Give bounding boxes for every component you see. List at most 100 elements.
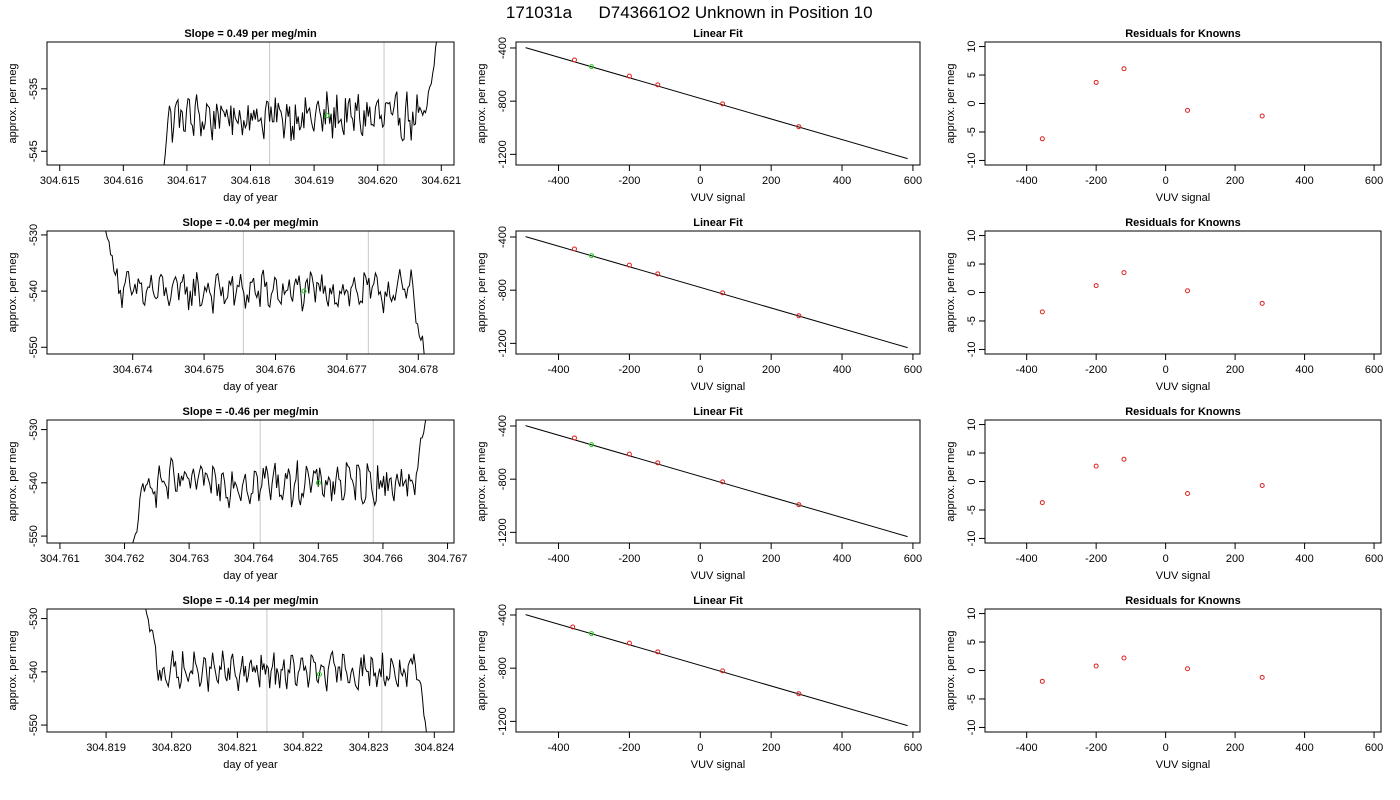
- x-tick-label: -200: [618, 175, 640, 187]
- known-point: [626, 640, 632, 646]
- x-tick-label: 304.616: [103, 175, 143, 187]
- x-axis: -400 -200 0 200 400 600: [1016, 165, 1383, 187]
- x-tick-label: -400: [1016, 364, 1038, 376]
- residual-point: [1039, 678, 1045, 684]
- fit-line: [525, 425, 908, 538]
- x-tick-label: -400: [548, 364, 570, 376]
- unknown-marker-point: [324, 113, 330, 119]
- x-axis: -400 -200 0 200 400 600: [548, 165, 922, 187]
- residual-point: [1121, 456, 1127, 462]
- x-tick-label: 200: [1226, 742, 1244, 754]
- known-point: [720, 479, 726, 485]
- x-tick-label: 600: [1365, 742, 1383, 754]
- x-tick-label: 0: [1163, 553, 1169, 565]
- y-axis: -10 -5 0 5 10: [966, 40, 985, 168]
- known-point: [570, 624, 576, 630]
- y-tick-label: -400: [497, 226, 509, 248]
- x-tick-label: 600: [904, 742, 922, 754]
- signal-series-line: [132, 420, 427, 543]
- x-tick-label: -400: [1016, 553, 1038, 565]
- x-tick-label: 304.621: [421, 175, 461, 187]
- x-tick-label: -200: [1085, 175, 1107, 187]
- known-point: [796, 313, 802, 319]
- x-tick-label: -200: [1085, 364, 1107, 376]
- y-axis-label: approx. per meg: [7, 252, 19, 332]
- known-point: [626, 73, 632, 79]
- known-point: [571, 246, 577, 252]
- plot-area: [163, 42, 438, 165]
- y-tick-label: -400: [497, 415, 509, 437]
- panel-title: Residuals for Knowns: [1125, 28, 1241, 40]
- x-tick-label: 400: [1295, 364, 1313, 376]
- x-axis-label: VUV signal: [1156, 192, 1210, 204]
- x-tick-label: 0: [1163, 742, 1169, 754]
- y-axis: -400 -800 -1200: [497, 37, 516, 168]
- y-axis: -400 -800 -1200: [497, 226, 516, 357]
- y-tick-label: -1200: [497, 329, 509, 357]
- y-tick-label: -10: [966, 719, 978, 735]
- panel-residuals-2: Residuals for Knowns -400 -200 0 200 400 600 VU…: [945, 406, 1383, 582]
- x-tick-label: -400: [1016, 742, 1038, 754]
- x-tick-label: 0: [1163, 175, 1169, 187]
- y-tick-label: 5: [966, 72, 978, 78]
- y-tick-label: -400: [497, 37, 509, 59]
- residual-point: [1039, 136, 1045, 142]
- x-tick-label: 400: [1295, 553, 1313, 565]
- x-tick-label: -400: [1016, 175, 1038, 187]
- y-tick-label: -10: [966, 341, 978, 357]
- y-tick-label: -10: [966, 530, 978, 546]
- x-tick-label: 400: [833, 364, 851, 376]
- plot-area: [1039, 66, 1265, 142]
- y-tick-label: 0: [966, 478, 978, 484]
- known-point: [655, 271, 661, 277]
- unknown-point: [588, 64, 594, 70]
- signal-series-line: [163, 42, 438, 165]
- x-tick-label: 304.761: [40, 553, 80, 565]
- y-axis-label: approx. per meg: [945, 441, 957, 521]
- x-axis: 304.674 304.675 304.676 304.677 304.678: [113, 354, 438, 376]
- y-tick-label: -5: [966, 316, 978, 326]
- x-tick-label: 200: [762, 742, 780, 754]
- x-tick-label: 400: [833, 175, 851, 187]
- figure-header: 171031a D743661 O2 Unknown in Position 1…: [506, 3, 873, 22]
- x-tick-label: 304.618: [231, 175, 271, 187]
- x-tick-label: -200: [1085, 553, 1107, 565]
- x-axis: -400 -200 0 200 400 600: [1016, 543, 1383, 565]
- plot-frame: [46, 419, 455, 544]
- x-axis: 304.761 304.762 304.763 304.764 304.765 304.7…: [40, 543, 467, 565]
- x-tick-label: 400: [1295, 175, 1313, 187]
- y-axis-label: approx. per meg: [476, 252, 488, 332]
- x-axis: -400 -200 0 200 400 600: [1016, 354, 1383, 376]
- x-axis-label: VUV signal: [1156, 570, 1210, 582]
- x-tick-label: 304.677: [327, 364, 367, 376]
- plot-area: [145, 609, 427, 732]
- x-axis: -400 -200 0 200 400 600: [548, 354, 922, 376]
- x-tick-label: -400: [548, 553, 570, 565]
- y-axis-label: approx. per meg: [945, 630, 957, 710]
- plot-area: [525, 236, 908, 349]
- panel-residuals-1: Residuals for Knowns -400 -200 0 200 400 600 VU…: [945, 217, 1383, 393]
- panel-title: Slope = 0.49 per meg/min: [184, 28, 317, 40]
- plot-area: [132, 420, 427, 543]
- residual-point: [1093, 663, 1099, 669]
- unknown-marker-point: [315, 480, 321, 486]
- x-tick-label: -200: [618, 742, 640, 754]
- y-tick-label: -540: [28, 661, 40, 683]
- y-tick-label: -5: [966, 505, 978, 515]
- x-axis-label: day of year: [223, 570, 278, 582]
- plot-area: [525, 614, 908, 727]
- y-tick-label: -1200: [497, 707, 509, 735]
- x-tick-label: 600: [904, 364, 922, 376]
- x-tick-label: -400: [548, 175, 570, 187]
- y-tick-label: 0: [966, 100, 978, 106]
- unknown-marker-point: [316, 671, 322, 677]
- plot-frame: [46, 41, 455, 166]
- x-tick-label: 400: [833, 553, 851, 565]
- y-axis: -10 -5 0 5 10: [966, 607, 985, 735]
- panel-title: Slope = -0.14 per meg/min: [182, 595, 318, 607]
- y-tick-label: 5: [966, 261, 978, 267]
- known-point: [571, 57, 577, 63]
